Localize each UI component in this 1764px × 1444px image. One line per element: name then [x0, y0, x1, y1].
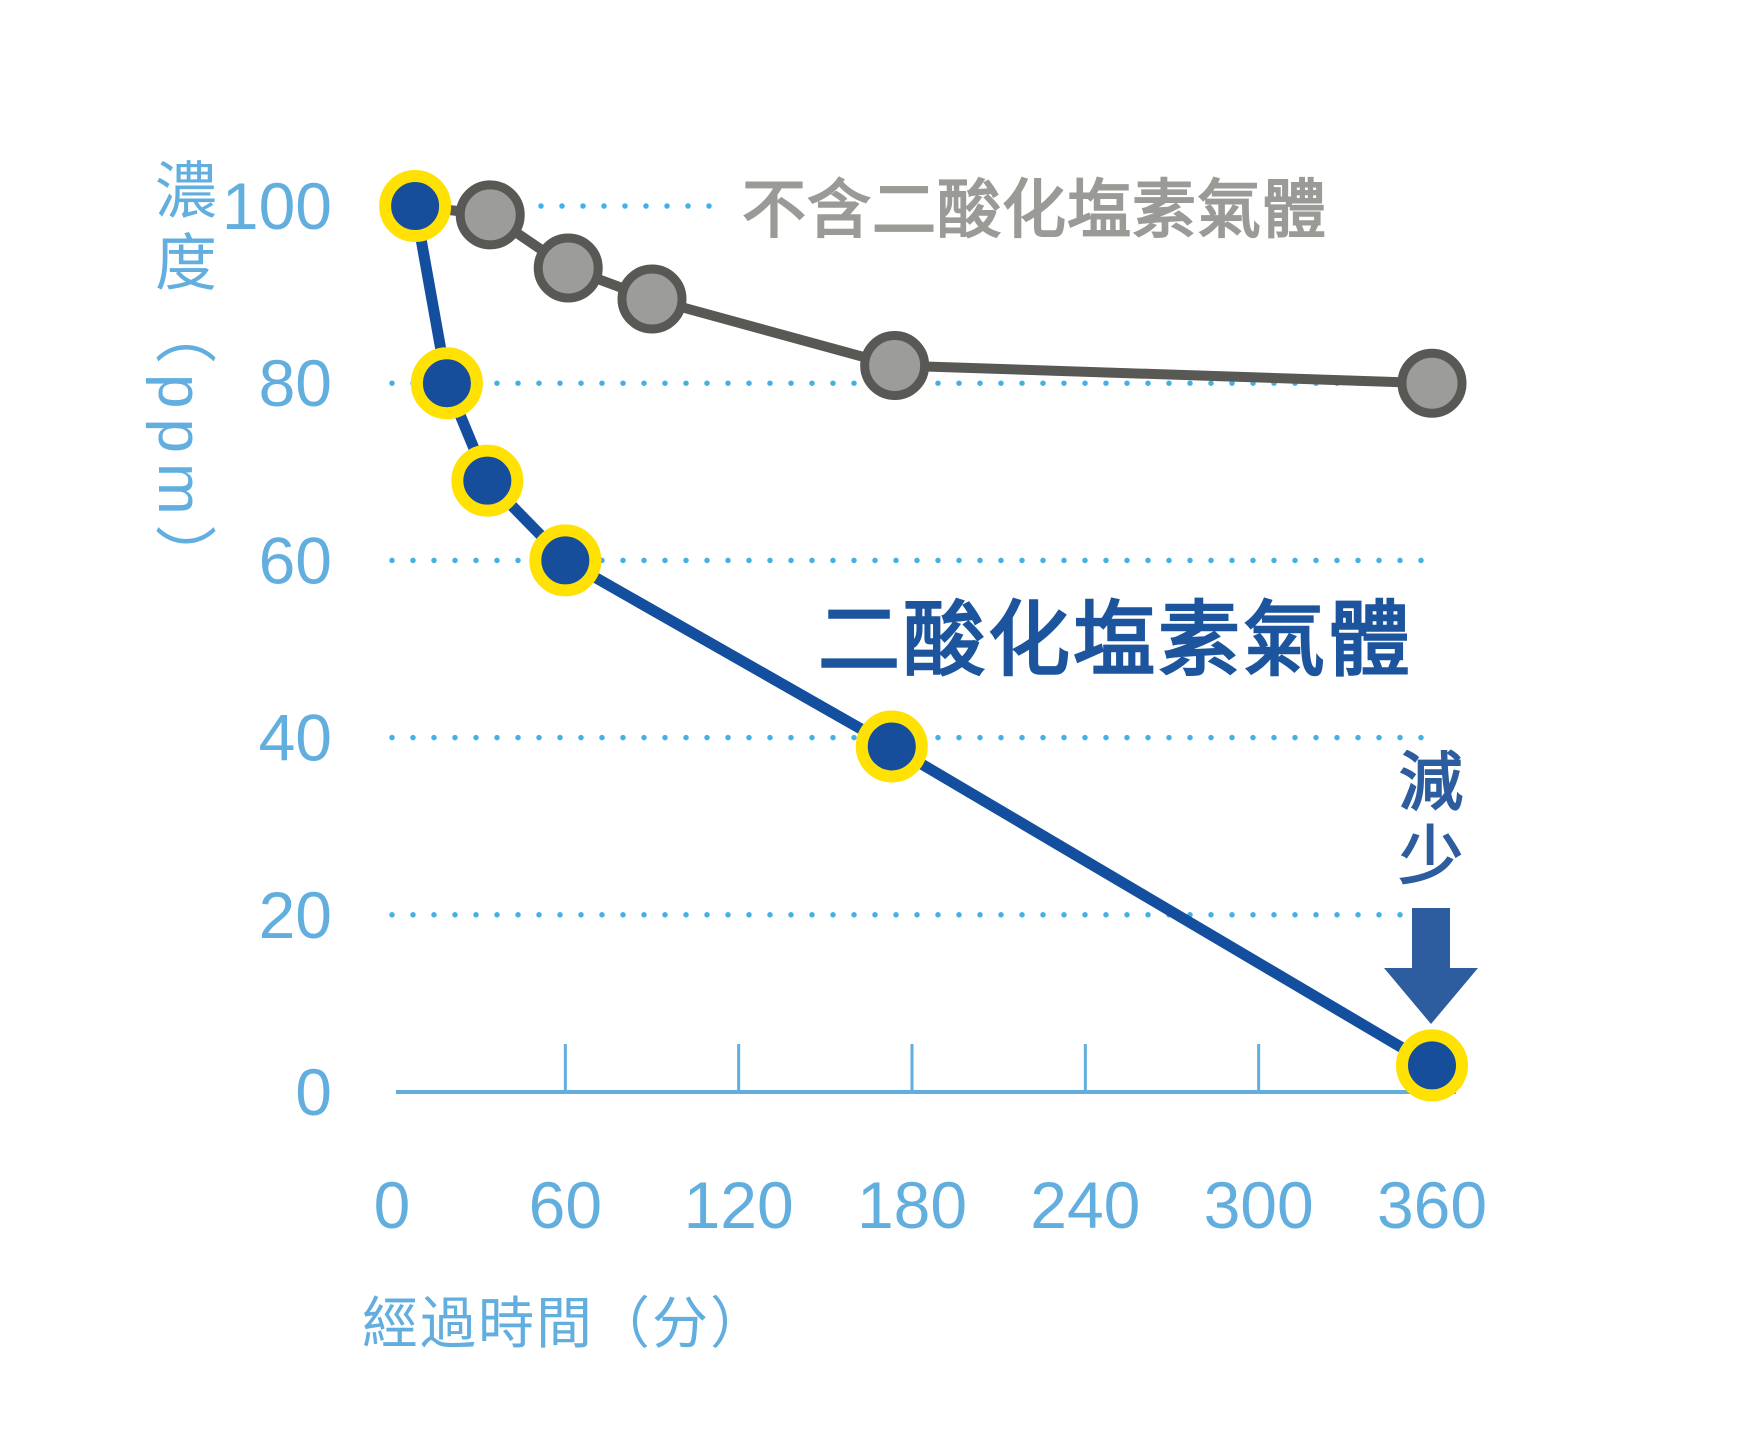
y-tick-label: 60	[259, 523, 332, 597]
data-point	[860, 330, 930, 400]
x-tick-label: 0	[374, 1168, 411, 1242]
data-point	[855, 710, 928, 783]
y-tick-label: 100	[222, 169, 332, 243]
data-point	[1396, 1029, 1468, 1102]
data-point	[533, 233, 603, 303]
series-label-without-clo2: 不含二酸化塩素氣體	[742, 174, 1327, 246]
decrease-label: 減少	[1390, 748, 1462, 896]
data-point	[529, 524, 602, 597]
data-point	[617, 264, 687, 334]
data-point	[410, 347, 483, 420]
x-tick-label: 60	[529, 1168, 602, 1242]
y-tick-label: 0	[295, 1055, 332, 1129]
down-arrow-icon	[1384, 908, 1478, 1024]
x-tick-label: 180	[857, 1168, 967, 1242]
y-tick-label: 80	[259, 346, 332, 420]
x-axis-title: 經過時間（分）	[362, 1292, 768, 1355]
x-tick-label: 120	[684, 1168, 794, 1242]
x-tick-label: 300	[1204, 1168, 1314, 1242]
y-tick-label: 40	[259, 701, 332, 775]
data-point	[379, 170, 452, 242]
data-point	[451, 444, 524, 517]
y-tick-label: 20	[259, 878, 332, 952]
y-axis-title: 濃度（ppm）	[145, 158, 214, 597]
data-point	[1397, 348, 1467, 418]
x-tick-label: 360	[1377, 1168, 1487, 1242]
x-tick-label: 240	[1030, 1168, 1140, 1242]
series-label-clo2: 二酸化塩素氣體	[818, 595, 1414, 686]
data-point	[455, 180, 525, 250]
